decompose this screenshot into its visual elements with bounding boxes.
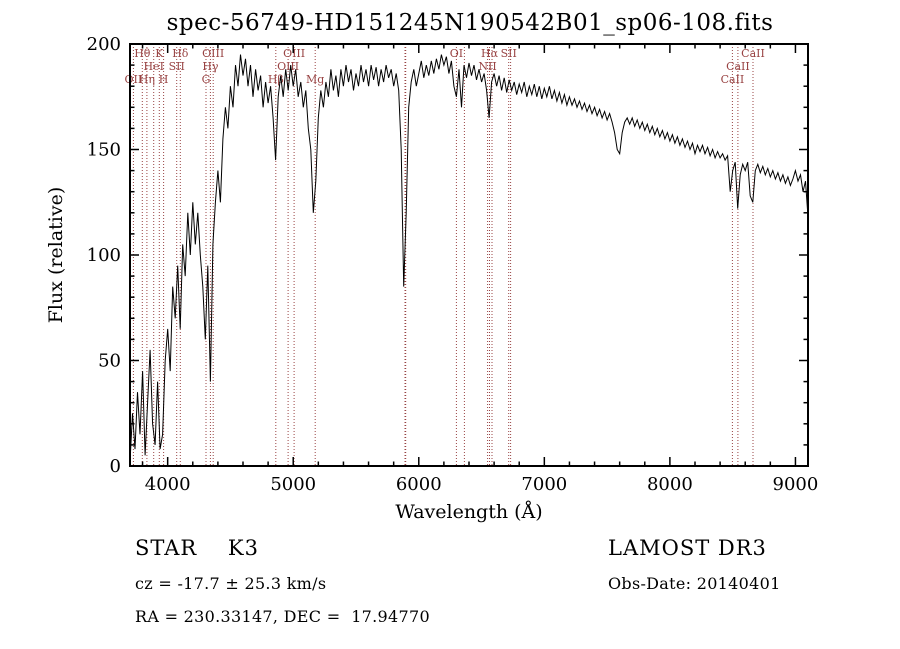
spectral-line-label: Hη — [139, 73, 155, 86]
spectral-line-label: G — [202, 73, 211, 86]
spectral-line-label: OII — [125, 73, 143, 86]
spectral-line-label: H — [159, 73, 169, 86]
spectral-line-label: CaII — [721, 73, 745, 86]
plot-title: spec-56749-HD151245N190542B01_sp06-108.f… — [166, 10, 774, 36]
x-tick-label: 4000 — [145, 474, 191, 495]
spectral-line-label: OI — [450, 47, 463, 60]
y-tick-label: 150 — [87, 140, 121, 161]
y-tick-label: 200 — [87, 34, 121, 55]
spectral-line-label: CaII — [726, 60, 750, 73]
coordinates: RA = 230.33147, DEC = 17.94770 — [135, 607, 430, 626]
spectral-line-label: Hα — [481, 47, 499, 60]
survey-label: LAMOST DR3 — [608, 536, 767, 560]
spectral-line-label: Mg — [306, 73, 324, 86]
spectral-line-label: OIII — [277, 60, 299, 73]
spectral-line-label: NII — [478, 60, 496, 73]
x-tick-label: 8000 — [647, 474, 693, 495]
spectral-line-label: Hδ — [172, 47, 189, 60]
spectral-line-label: SII — [169, 60, 185, 73]
x-tick-label: 6000 — [396, 474, 442, 495]
obs-date: Obs-Date: 20140401 — [608, 574, 781, 593]
y-tick-label: 0 — [110, 456, 121, 477]
spectral-line-label: K — [155, 47, 164, 60]
spectral-line-label: CaII — [741, 47, 765, 60]
y-axis-label: Flux (relative) — [45, 187, 67, 324]
y-tick-label: 100 — [87, 245, 121, 266]
x-tick-label: 7000 — [521, 474, 567, 495]
spectral-line-label: OIII — [202, 47, 224, 60]
spectral-line-label: Hγ — [202, 60, 219, 73]
spectral-line-label: Hθ — [134, 47, 151, 60]
spectrum-line — [129, 54, 809, 462]
x-tick-label: 9000 — [773, 474, 819, 495]
object-class-label: STAR K3 — [135, 536, 259, 560]
y-tick-label: 50 — [98, 351, 121, 372]
spectral-line-label: HeI — [143, 60, 163, 73]
spectral-line-label: OIII — [283, 47, 305, 60]
spectral-line-label: SII — [501, 47, 517, 60]
cz-value: cz = -17.7 ± 25.3 km/s — [135, 574, 327, 593]
x-axis-label: Wavelength (Å) — [395, 501, 542, 523]
x-tick-label: 5000 — [270, 474, 316, 495]
plot-frame — [129, 43, 809, 467]
